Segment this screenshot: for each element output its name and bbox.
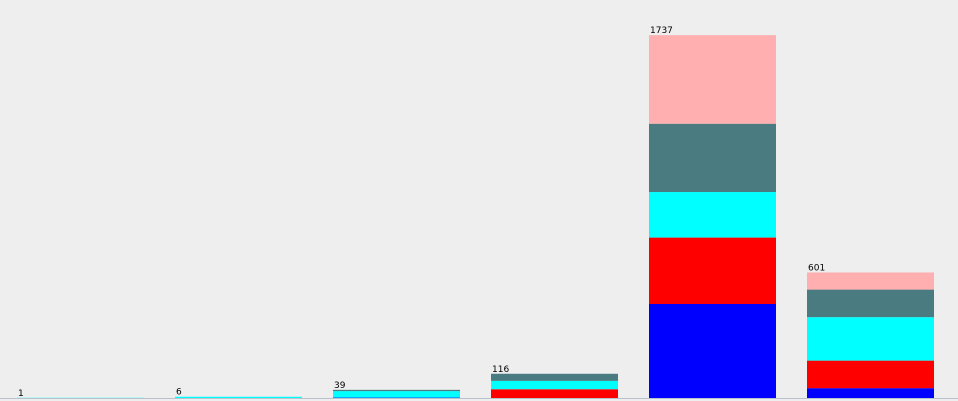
- total-label-3: 39: [334, 381, 346, 391]
- bar-6-segment-4: [807, 289, 934, 318]
- total-label-2: 6: [176, 388, 182, 398]
- bar-5-segment-5: [649, 35, 776, 124]
- bar-2-segment-3: [175, 396, 302, 398]
- bar-5-segment-3: [649, 192, 776, 238]
- total-label-5: 1737: [650, 26, 673, 36]
- bar-6-segment-5: [807, 272, 934, 290]
- bar-5-segment-2: [649, 237, 776, 304]
- bar-5-segment-4: [649, 123, 776, 193]
- bar-5-segment-1: [649, 304, 776, 398]
- bar-3-segment-4: [333, 389, 460, 392]
- total-label-4: 116: [492, 365, 509, 375]
- bar-4-segment-3: [491, 380, 618, 390]
- bar-6-segment-1: [807, 388, 934, 398]
- bar-6-segment-3: [807, 317, 934, 361]
- bar-3-segment-3: [333, 391, 460, 398]
- total-label-6: 601: [808, 263, 825, 273]
- bar-6-segment-2: [807, 360, 934, 389]
- total-label-1: 1: [18, 389, 24, 399]
- bars-group: [17, 35, 934, 398]
- bar-4-segment-2: [491, 389, 618, 398]
- total-labels-group: 1 6 39 116 1737 601: [18, 26, 825, 399]
- bar-4-segment-4: [491, 373, 618, 381]
